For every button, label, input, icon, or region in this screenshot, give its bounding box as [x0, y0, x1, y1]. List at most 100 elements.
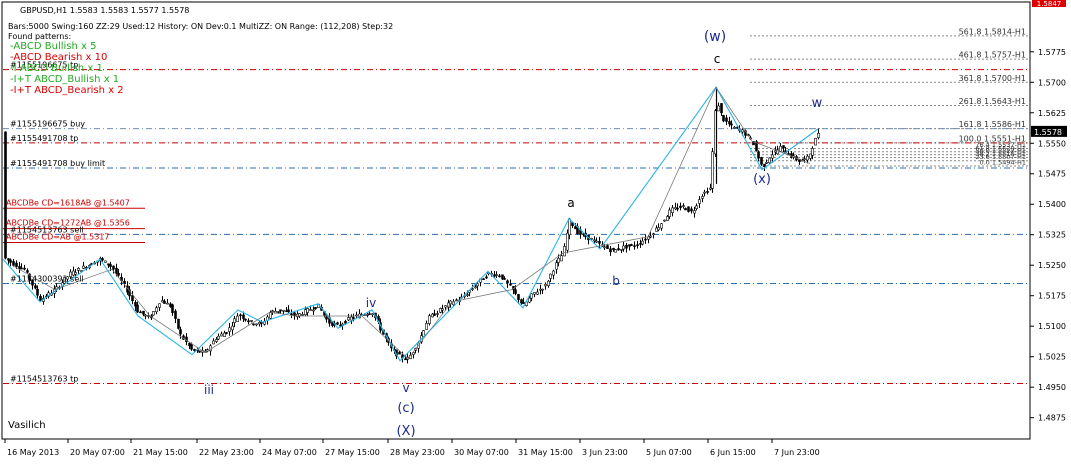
order-line-label: #1155491708 tp: [10, 134, 78, 143]
found-patterns-label: Found patterns:: [8, 32, 71, 41]
zigzag-line: [2, 86, 819, 362]
candle-body: [26, 270, 29, 273]
candle-body: [169, 303, 172, 307]
price-tick-label: 1.5025: [1038, 353, 1066, 362]
candle-body: [536, 291, 539, 295]
candle-body: [436, 313, 439, 315]
candle-body: [803, 158, 806, 160]
wave-label: (c): [397, 401, 414, 416]
fibo-level-label: 461.8 1.5757-H1: [959, 51, 1026, 60]
candle-body: [250, 320, 253, 322]
candle-body: [620, 248, 623, 251]
candle-body: [190, 343, 193, 350]
candle-body: [290, 313, 293, 316]
candle-body: [514, 289, 517, 294]
candle-body: [598, 241, 601, 244]
pattern-entry: -ABCD Bearish x 10: [10, 52, 107, 63]
candle-body: [134, 302, 137, 307]
price-tick-label: 1.5775: [1038, 48, 1066, 57]
candle-body: [255, 323, 258, 326]
candle-body: [649, 235, 652, 238]
candle-body: [298, 313, 301, 317]
candle-body: [593, 239, 596, 242]
candle-body: [541, 288, 544, 291]
candle-body: [336, 322, 339, 325]
candle-body: [109, 264, 112, 267]
candle-body: [568, 218, 571, 236]
time-tick-label: 16 May 2013: [7, 448, 59, 457]
candle-body: [630, 244, 633, 246]
candle-body: [239, 314, 242, 317]
candle-body: [112, 265, 115, 270]
fibo-level-label: 561.8 1.5814-H1: [959, 27, 1026, 36]
candle-body: [444, 305, 447, 308]
candle-body: [123, 280, 126, 285]
candle-body: [476, 283, 479, 287]
order-line-label: #1154300391 sell: [10, 275, 84, 284]
candle-body: [347, 317, 350, 321]
candle-body: [452, 301, 455, 306]
candle-body: [212, 340, 215, 345]
candle-body: [666, 216, 669, 222]
pattern-entry: -I ABCD Bullish x 1: [10, 63, 103, 74]
candle-body: [760, 157, 763, 165]
candle-body: [368, 313, 371, 315]
time-tick-label: 21 May 15:00: [133, 448, 188, 457]
time-tick-label: 20 May 07:00: [70, 448, 125, 457]
wave-label: iii: [204, 383, 214, 397]
symbol-line: GBPUSD,H1 1.5583 1.5583 1.5577 1.5578: [20, 6, 189, 15]
time-tick-label: 31 May 15:00: [518, 448, 573, 457]
time-tick-label: 30 May 07:00: [454, 448, 509, 457]
order-line-label: #1155196675 buy: [10, 120, 85, 129]
candle-body: [217, 335, 220, 340]
candle-body: [725, 117, 728, 122]
candle-body: [277, 311, 280, 313]
candle-body: [155, 307, 158, 313]
candle-body: [428, 315, 431, 324]
fibo-level-label: 38.2 1.5515-H1: [975, 150, 1026, 158]
watermark: Vasilich: [8, 420, 46, 431]
time-tick-label: 24 May 07:00: [262, 448, 317, 457]
candle-body: [131, 295, 134, 302]
candle-body: [560, 255, 563, 262]
candle-body: [501, 274, 504, 280]
candle-body: [69, 271, 72, 277]
candle-body: [236, 315, 239, 322]
candle-body: [552, 270, 555, 276]
candle-body: [269, 312, 272, 319]
candle-body: [809, 153, 812, 159]
candle-body: [728, 121, 731, 125]
candle-body: [474, 286, 477, 289]
candle-body: [701, 196, 704, 199]
candle-body: [231, 325, 234, 331]
candle-body: [398, 351, 401, 355]
candle-body: [23, 267, 26, 270]
candle-body: [287, 309, 290, 313]
fibo-level-label: 61.8 1.5529-H1: [975, 144, 1026, 152]
candle-body: [433, 313, 436, 316]
price-tick-label: 1.5175: [1038, 292, 1066, 301]
abcd-level-label: ABCDBe CD=AB @1.5317: [6, 232, 109, 241]
candle-body: [720, 103, 723, 114]
candle-body: [36, 288, 39, 296]
candle-body: [528, 297, 531, 303]
fibo-level-label: 161.8 1.5586-H1: [959, 120, 1026, 129]
candle-body: [625, 244, 628, 249]
wave-label: (x): [753, 172, 771, 187]
candle-body: [806, 155, 809, 161]
candle-body: [107, 263, 110, 266]
price-tick-label: 1.5475: [1038, 170, 1066, 179]
candle-body: [657, 227, 660, 231]
candle-body: [533, 292, 536, 295]
candle-body: [706, 191, 709, 193]
candle-body: [757, 151, 760, 159]
candle-body: [530, 293, 533, 299]
candle-body: [117, 272, 120, 276]
candle-body: [566, 232, 569, 251]
candle-body: [544, 283, 547, 287]
candle-body: [174, 310, 177, 319]
candle-body: [482, 278, 485, 281]
candle-body: [325, 316, 328, 320]
